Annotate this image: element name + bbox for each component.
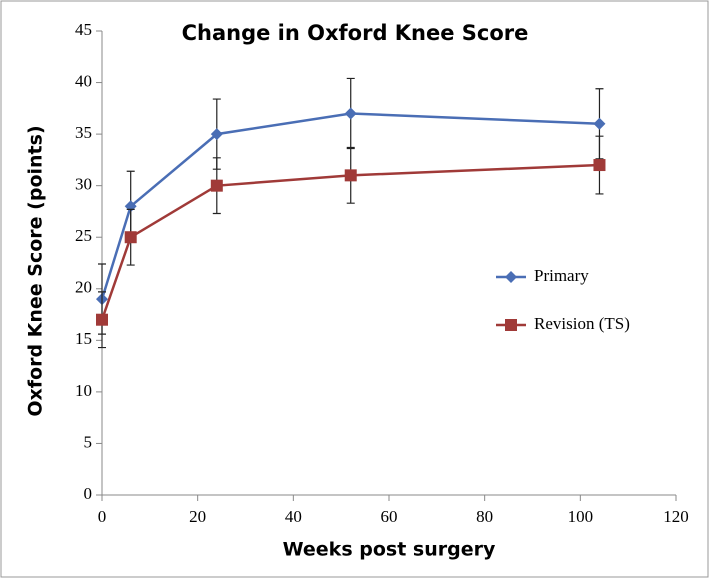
data-point (344, 169, 357, 182)
y-tick-label: 0 (84, 484, 93, 503)
y-tick-label: 10 (75, 381, 92, 400)
x-tick-label: 40 (285, 507, 302, 526)
data-point (344, 107, 357, 120)
x-tick-label: 20 (189, 507, 206, 526)
x-tick-label: 100 (568, 507, 594, 526)
legend-marker (505, 319, 517, 331)
y-tick-label: 30 (75, 175, 92, 194)
data-point (210, 128, 223, 141)
y-tick-label: 40 (75, 71, 92, 90)
y-tick-label: 25 (75, 226, 92, 245)
y-tick-label: 5 (84, 432, 93, 451)
legend-marker (505, 271, 517, 283)
chart-title: Change in Oxford Knee Score (182, 21, 529, 45)
y-tick-label: 45 (75, 20, 92, 39)
x-axis-label: Weeks post surgery (283, 539, 496, 561)
x-tick-label: 80 (476, 507, 493, 526)
data-point (210, 179, 223, 192)
legend-label: Revision (TS) (534, 314, 630, 333)
x-tick-label: 0 (98, 507, 107, 526)
y-tick-label: 20 (75, 278, 92, 297)
y-tick-label: 15 (75, 329, 92, 348)
y-axis-label: Oxford Knee Score (points) (25, 125, 47, 416)
data-point (593, 117, 606, 130)
y-tick-label: 35 (75, 123, 92, 142)
data-point (96, 313, 108, 326)
data-point (124, 231, 137, 244)
x-tick-label: 120 (663, 507, 689, 526)
data-point (593, 159, 606, 172)
legend-label: Primary (534, 266, 589, 285)
x-tick-label: 60 (381, 507, 398, 526)
